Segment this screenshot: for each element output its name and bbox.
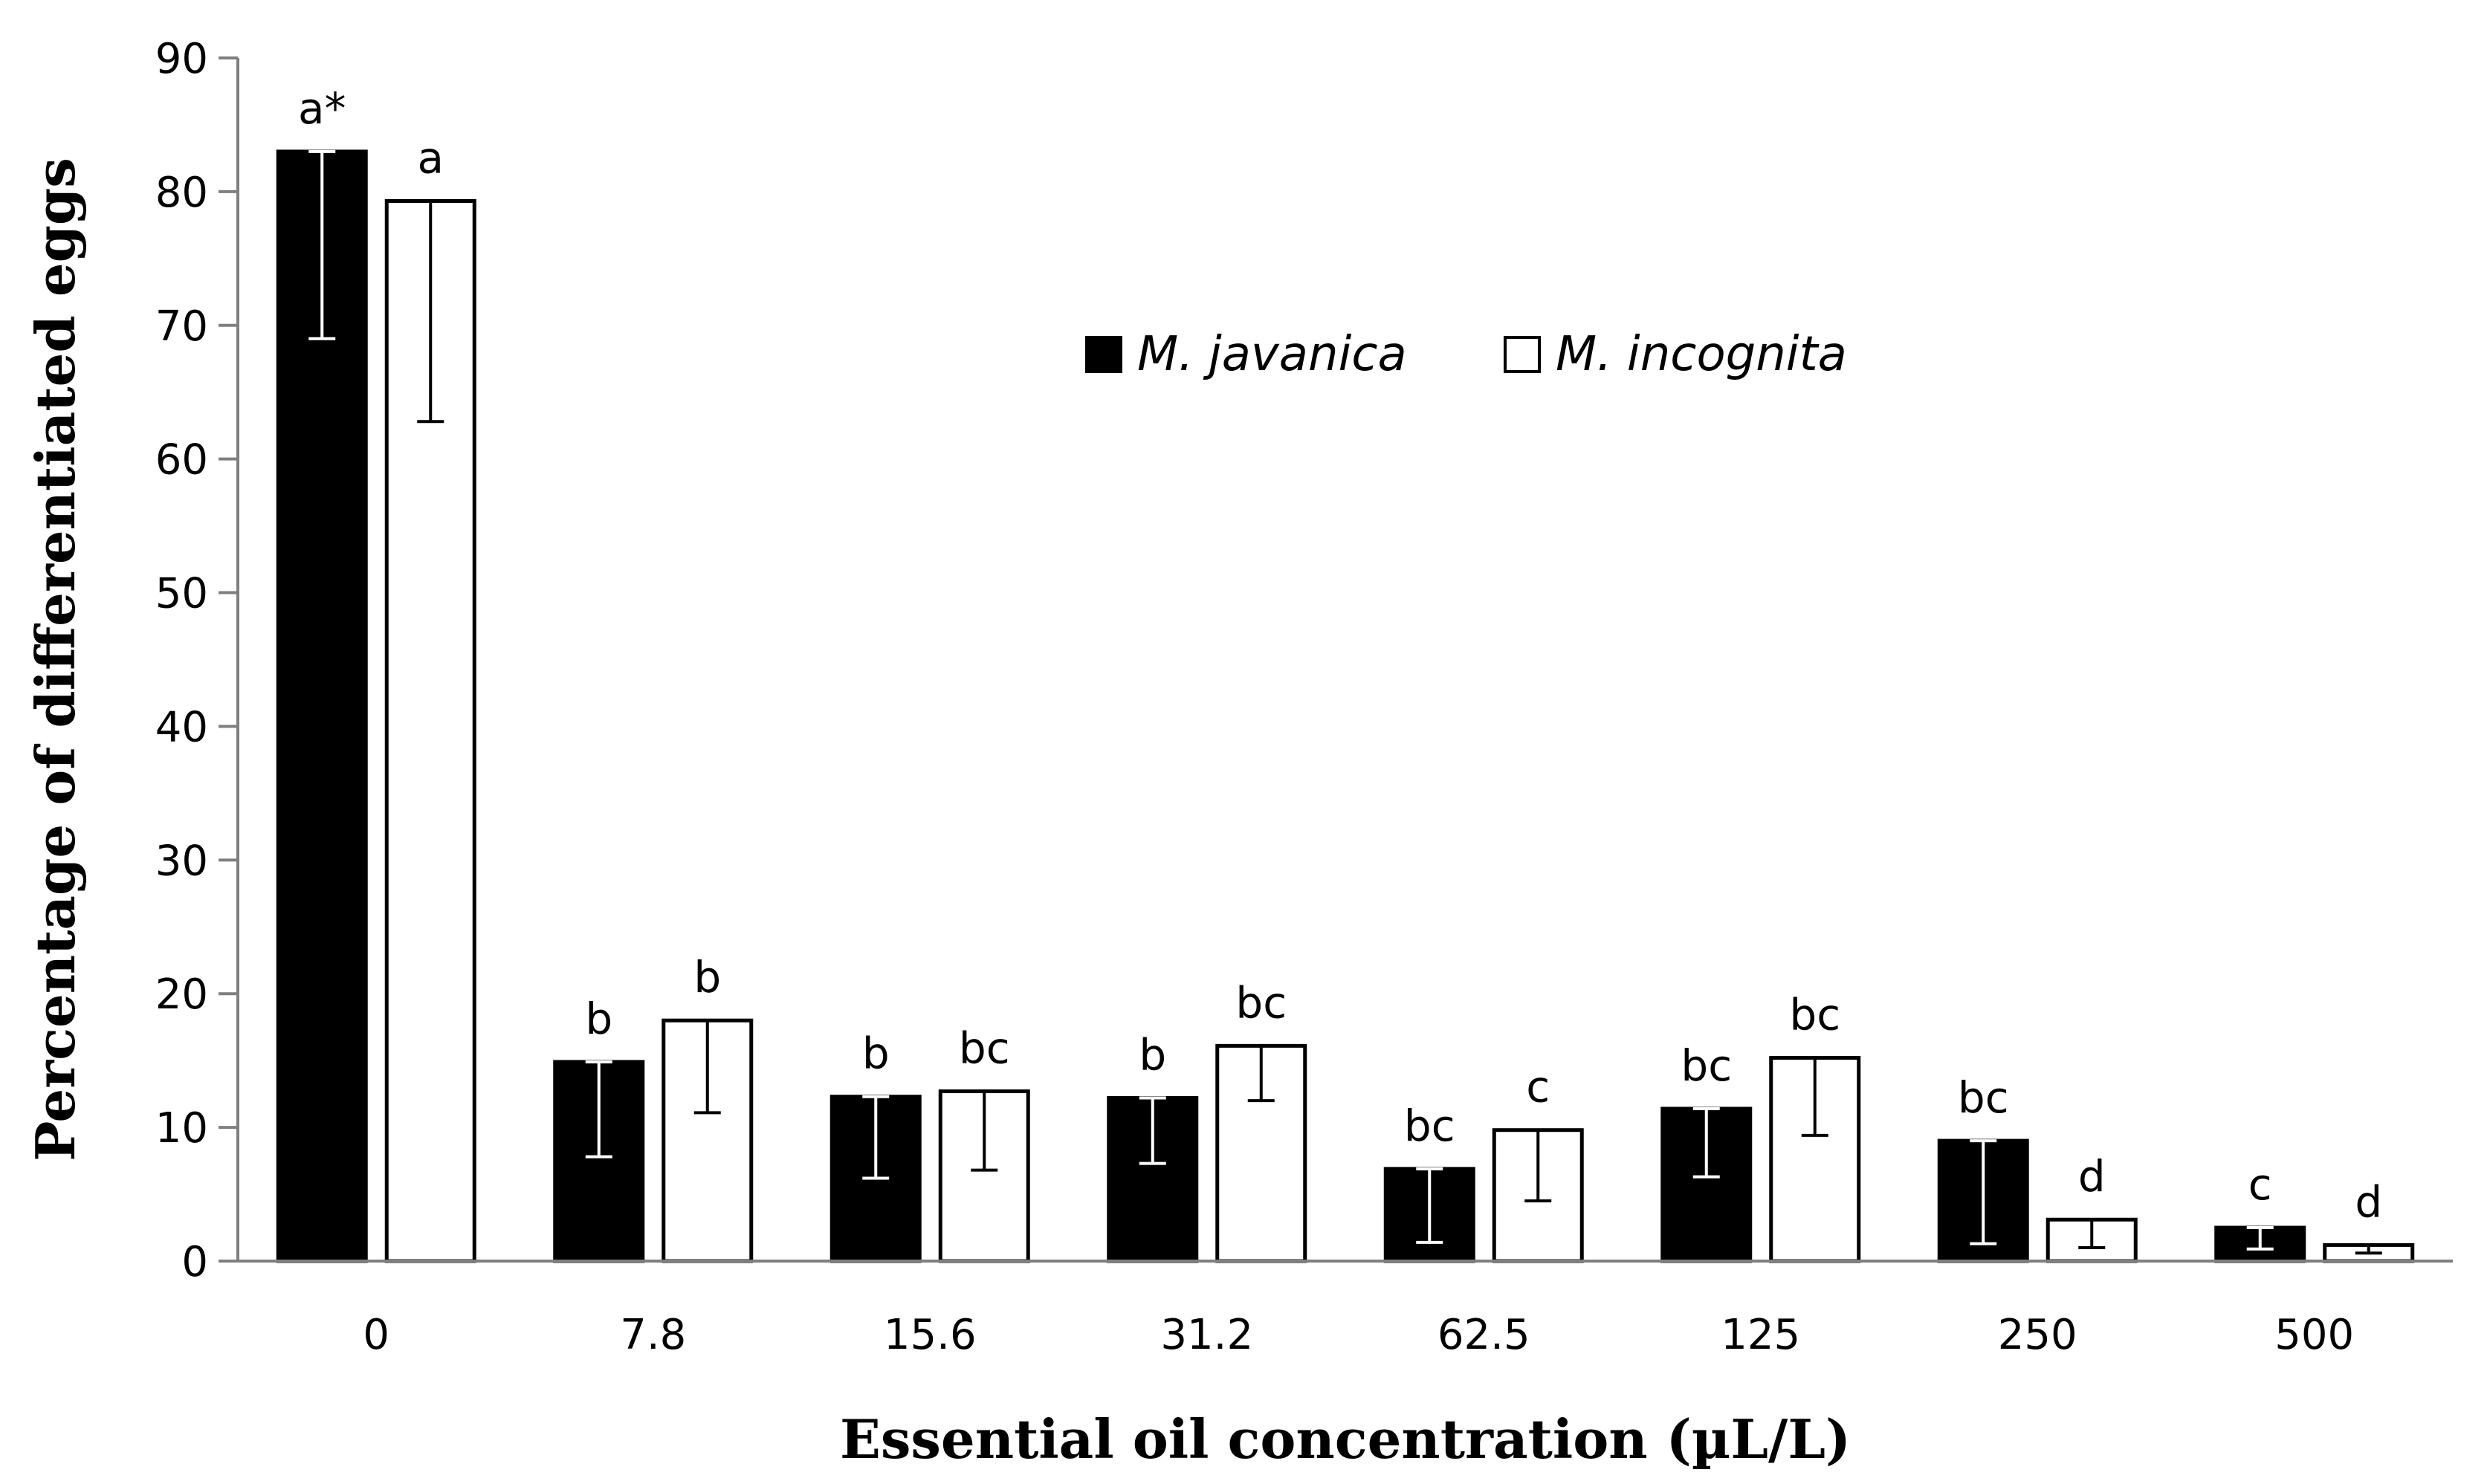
legend-swatch [1504,336,1541,373]
x-tick-label: 15.6 [884,1311,977,1359]
y-tick-label: 90 [155,35,208,83]
significance-label: bc [1681,1040,1732,1091]
significance-label: bc [1958,1072,2009,1123]
y-tick-label: 30 [155,837,208,885]
significance-label: bc [1789,990,1840,1040]
significance-label: b [862,1028,890,1079]
x-tick-label: 250 [1998,1311,2077,1359]
y-tick-label: 80 [155,169,208,217]
significance-label: a [417,132,444,183]
x-tick-label: 500 [2274,1311,2354,1359]
y-tick-label: 40 [155,703,208,751]
x-tick-label: 7.8 [620,1311,686,1359]
significance-label: bc [959,1023,1010,1074]
axes [236,58,2453,1263]
legend: M. javanica M. incognita [1085,327,1847,382]
y-tick-label: 10 [155,1104,208,1153]
legend-swatch [1085,336,1122,373]
significance-label: c [1526,1062,1550,1112]
legend-label: M. javanica [1137,327,1407,382]
y-axis-title: Percentage of differentiated eggs [24,158,87,1161]
significance-label: b [1139,1030,1166,1080]
significance-label: bc [1235,977,1287,1028]
significance-label: bc [1404,1101,1455,1151]
x-tick-labels: 0 7.8 15.6 31.2 62.5 125 250 500 [363,1311,2354,1359]
x-axis-title: Essential oil concentration (µL/L) [840,1407,1851,1471]
significance-label: d [2355,1176,2382,1227]
significance-label: a* [298,83,346,134]
y-tick-label: 0 [181,1238,208,1286]
significance-labels: a* a b b b bc b bc bc c bc bc bc d c d [298,83,2382,1227]
error-bars [308,149,2382,1255]
legend-label: M. incognita [1556,327,1847,382]
y-axis-ticks: 0 10 20 30 40 50 60 70 80 90 [155,35,238,1286]
y-tick-label: 70 [155,302,208,351]
significance-label: c [2248,1159,2272,1210]
y-tick-label: 60 [155,436,208,485]
x-tick-label: 62.5 [1437,1311,1530,1359]
significance-label: d [2078,1151,2106,1202]
significance-label: b [693,952,721,1002]
x-tick-label: 125 [1721,1311,1800,1359]
y-tick-label: 50 [155,570,208,618]
x-tick-label: 31.2 [1160,1311,1253,1359]
significance-label: b [585,994,612,1044]
y-tick-label: 20 [155,971,208,1019]
x-tick-label: 0 [363,1311,389,1359]
